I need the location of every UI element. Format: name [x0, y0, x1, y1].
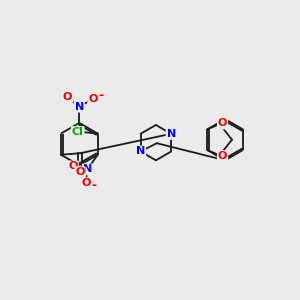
Text: -: -: [98, 89, 104, 102]
Text: N: N: [167, 129, 176, 139]
Text: O: O: [63, 92, 72, 102]
Text: O: O: [81, 178, 91, 188]
Text: N: N: [83, 164, 92, 174]
Text: N: N: [136, 146, 145, 157]
Text: O: O: [75, 167, 85, 177]
Text: O: O: [218, 151, 227, 161]
Text: N: N: [75, 102, 84, 112]
Text: -: -: [92, 179, 97, 192]
Text: O: O: [69, 161, 78, 172]
Text: Cl: Cl: [72, 127, 84, 137]
Text: O: O: [218, 118, 227, 128]
Text: O: O: [88, 94, 98, 104]
